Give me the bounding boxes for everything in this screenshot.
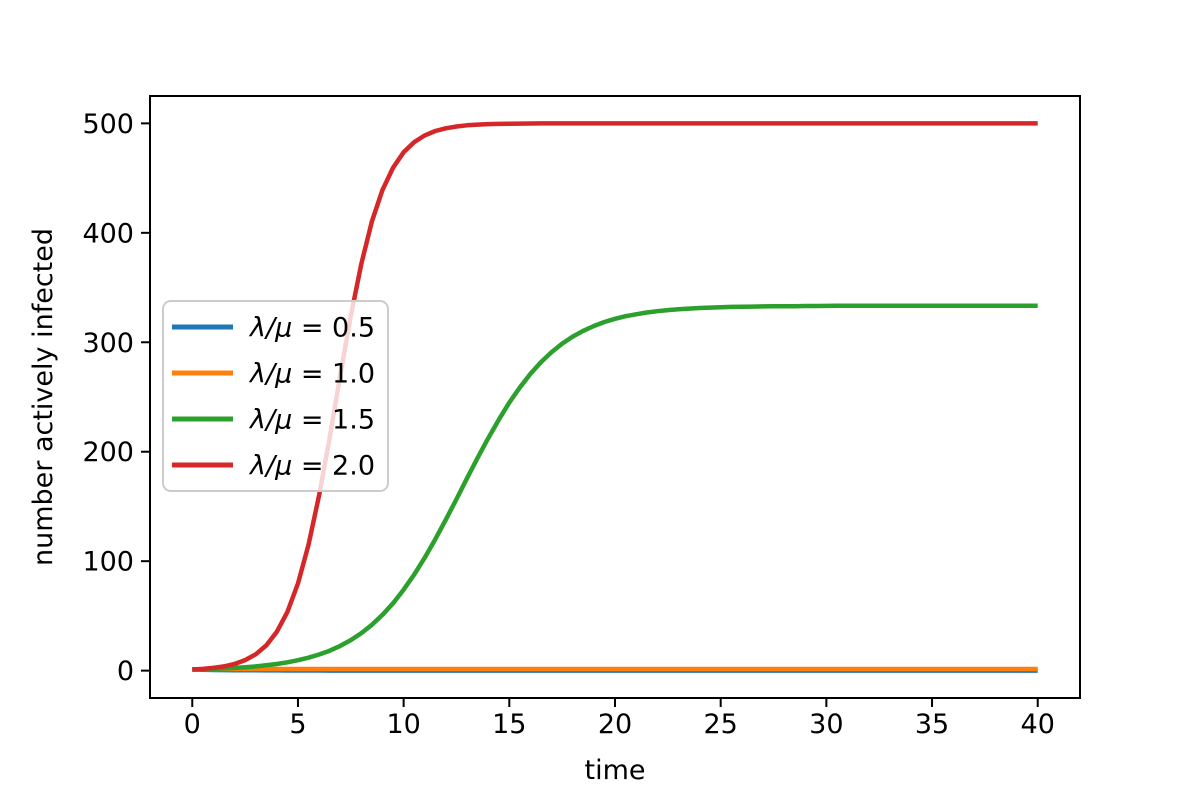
y-tick-label: 200 xyxy=(82,437,134,468)
y-tick-label: 400 xyxy=(82,218,134,249)
x-axis-ticks: 0 5 10 15 20 25 30 35 40 xyxy=(184,698,1055,740)
x-tick-label: 15 xyxy=(492,709,526,740)
y-tick-label: 500 xyxy=(82,109,134,140)
x-tick-label: 20 xyxy=(598,709,632,740)
legend: λ/μ = 0.5 λ/μ = 1.0 λ/μ = 1.5 λ/μ = 2.0 xyxy=(162,300,389,492)
x-tick-label: 5 xyxy=(289,709,306,740)
x-axis-label: time xyxy=(584,755,645,786)
y-tick-label: 100 xyxy=(82,547,134,578)
x-tick-label: 40 xyxy=(1021,709,1055,740)
y-axis-label: number actively infected xyxy=(28,228,59,566)
series-line-lambda-over-mu-1.0 xyxy=(192,666,1038,672)
x-tick-label: 25 xyxy=(704,709,738,740)
legend-label-lambda-over-mu-2.0: λ/μ = 2.0 xyxy=(248,451,375,482)
y-tick-label: 300 xyxy=(82,328,134,359)
legend-label-lambda-over-mu-0.5: λ/μ = 0.5 xyxy=(248,313,375,344)
y-axis-ticks: 0 100 200 300 400 500 xyxy=(82,109,150,687)
legend-label-lambda-over-mu-1.0: λ/μ = 1.0 xyxy=(248,359,375,390)
x-tick-label: 10 xyxy=(386,709,420,740)
legend-box xyxy=(162,300,389,492)
legend-label-lambda-over-mu-1.5: λ/μ = 1.5 xyxy=(248,405,375,436)
series-line-lambda-over-mu-1.5 xyxy=(192,303,1038,672)
x-tick-label: 35 xyxy=(915,709,949,740)
x-tick-label: 30 xyxy=(809,709,843,740)
x-tick-label: 0 xyxy=(184,709,201,740)
y-tick-label: 0 xyxy=(117,656,134,687)
